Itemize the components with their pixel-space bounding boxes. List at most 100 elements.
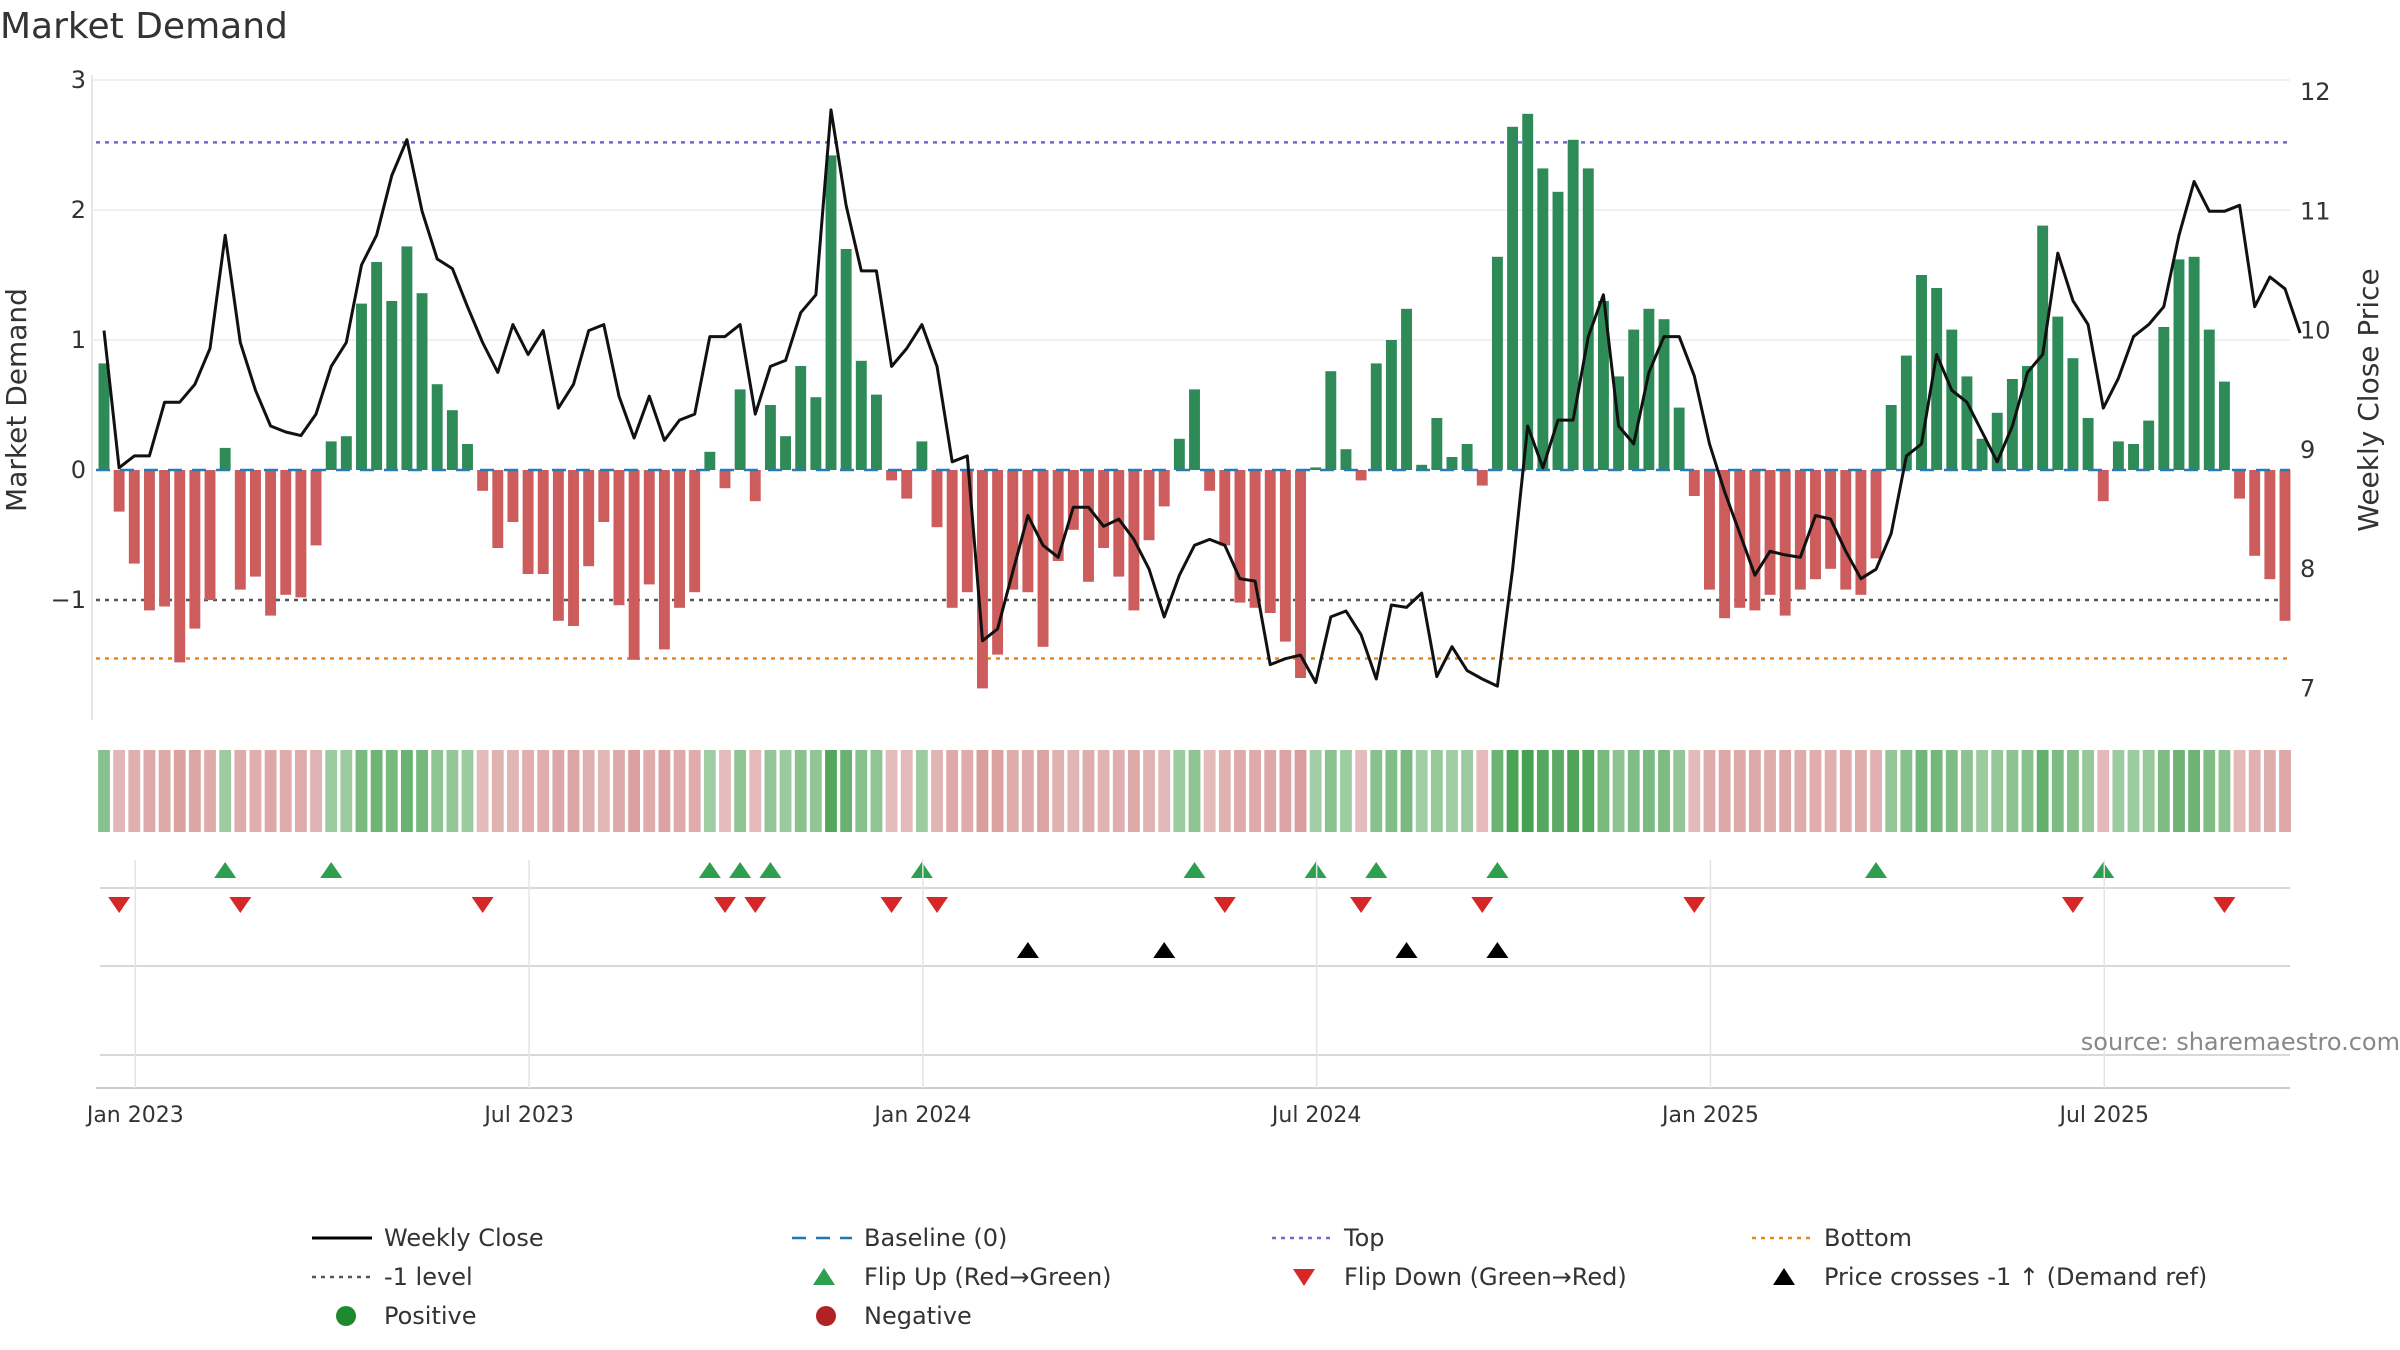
heat-cell	[1173, 750, 1186, 832]
demand-bar	[1052, 470, 1064, 561]
heat-cell	[2097, 750, 2110, 832]
demand-bar	[1734, 470, 1746, 608]
demand-bar	[1961, 376, 1973, 470]
left-tick-label: 1	[71, 326, 86, 354]
heat-cell	[385, 750, 398, 832]
heat-cell	[476, 750, 489, 832]
demand-bar	[492, 470, 504, 548]
source-text: source: sharemaestro.com	[2081, 1028, 2400, 1056]
heat-cell	[1249, 750, 1261, 832]
flip-down-marker	[880, 897, 903, 913]
demand-bar	[462, 444, 473, 470]
demand-bar	[2052, 316, 2064, 470]
heat-cell	[1324, 750, 1337, 832]
demand-bar	[764, 405, 776, 470]
flip-markers	[108, 862, 2236, 913]
demand-bar	[1037, 470, 1049, 647]
heat-cell	[1885, 750, 1898, 832]
heat-cell	[1748, 750, 1761, 832]
heat-cell	[1446, 750, 1458, 832]
demand-bar	[477, 470, 489, 491]
heat-cell	[931, 750, 943, 832]
demand-bar	[2097, 470, 2109, 502]
heat-cell	[703, 750, 716, 832]
demand-bar	[1143, 470, 1155, 541]
demand-bar	[325, 441, 337, 470]
heat-cell	[113, 750, 126, 832]
legend-label: Top	[1343, 1224, 1385, 1252]
demand-bar	[1340, 449, 1352, 470]
demand-bar	[2218, 381, 2230, 470]
flip-down-marker	[2061, 897, 2084, 913]
demand-bar	[1991, 412, 2003, 470]
demand-bar	[2203, 329, 2215, 470]
flip-down-marker	[1213, 897, 1236, 913]
heat-cell	[1567, 750, 1580, 832]
demand-bar	[401, 246, 413, 470]
heat-cell	[143, 750, 156, 832]
legend-swatch	[1773, 1268, 1795, 1285]
demand-bar	[734, 389, 746, 470]
legend-item: Bottom	[1752, 1224, 1912, 1252]
flip-down-marker	[1350, 897, 1373, 913]
heat-cell	[915, 750, 928, 832]
demand-bar	[613, 470, 625, 606]
demand-bar	[658, 470, 670, 650]
heat-cell	[1900, 750, 1913, 832]
heat-cell	[1642, 750, 1655, 832]
demand-bar	[977, 470, 988, 689]
heat-cell	[370, 750, 383, 832]
heat-cell	[1945, 750, 1958, 832]
demand-bar	[356, 303, 367, 470]
x-tick-label: Jul 2025	[2057, 1103, 2149, 1128]
heat-cell	[158, 750, 171, 832]
demand-bar	[128, 470, 140, 564]
heat-cell	[976, 750, 989, 832]
demand-bar	[1552, 191, 1564, 471]
heat-cell	[1961, 750, 1973, 832]
demand-bar	[537, 470, 549, 574]
heat-cell	[1915, 750, 1928, 832]
heat-cell	[1052, 750, 1065, 832]
flip-down-marker	[926, 897, 949, 913]
demand-bar	[1704, 470, 1715, 590]
left-axis-ticks: 3 2 1 0 −1	[51, 66, 86, 614]
heat-cell	[1764, 750, 1776, 832]
legend-swatch	[1293, 1269, 1315, 1286]
heat-cell	[1234, 750, 1246, 832]
heat-cell	[628, 750, 641, 832]
heat-cell	[2112, 750, 2125, 832]
heat-cell	[279, 750, 292, 832]
demand-bar	[1870, 470, 1882, 559]
demand-bar	[1749, 470, 1761, 611]
heat-cell	[2263, 750, 2276, 832]
demand-bar	[250, 470, 261, 577]
flip-up-marker	[1486, 862, 1509, 878]
x-tick-label: Jan 2023	[85, 1103, 184, 1128]
heat-cell	[2036, 750, 2049, 832]
legend-label: Baseline (0)	[864, 1224, 1007, 1252]
heat-cell	[1415, 750, 1428, 832]
demand-bar	[1158, 470, 1170, 507]
demand-bar	[2279, 470, 2291, 621]
heat-cell	[2173, 750, 2185, 832]
demand-bar	[552, 470, 564, 621]
demand-bar	[1219, 470, 1231, 546]
heat-cell	[552, 750, 565, 832]
heat-cell	[1809, 750, 1822, 832]
heat-cell	[2021, 750, 2034, 832]
demand-bar	[2112, 441, 2124, 470]
x-tick-label: Jan 2024	[872, 1103, 971, 1128]
legend-label: Negative	[864, 1302, 972, 1330]
demand-bar	[1582, 168, 1594, 470]
demand-bar	[2158, 327, 2170, 470]
demand-bar	[749, 470, 761, 502]
weekly-close-polyline	[102, 108, 2302, 688]
demand-bar	[174, 470, 186, 663]
heat-cell	[128, 750, 141, 832]
right-tick-label: 8	[2300, 555, 2315, 583]
heat-cell	[204, 750, 216, 832]
demand-bar	[280, 470, 292, 595]
demand-bar	[568, 470, 579, 626]
